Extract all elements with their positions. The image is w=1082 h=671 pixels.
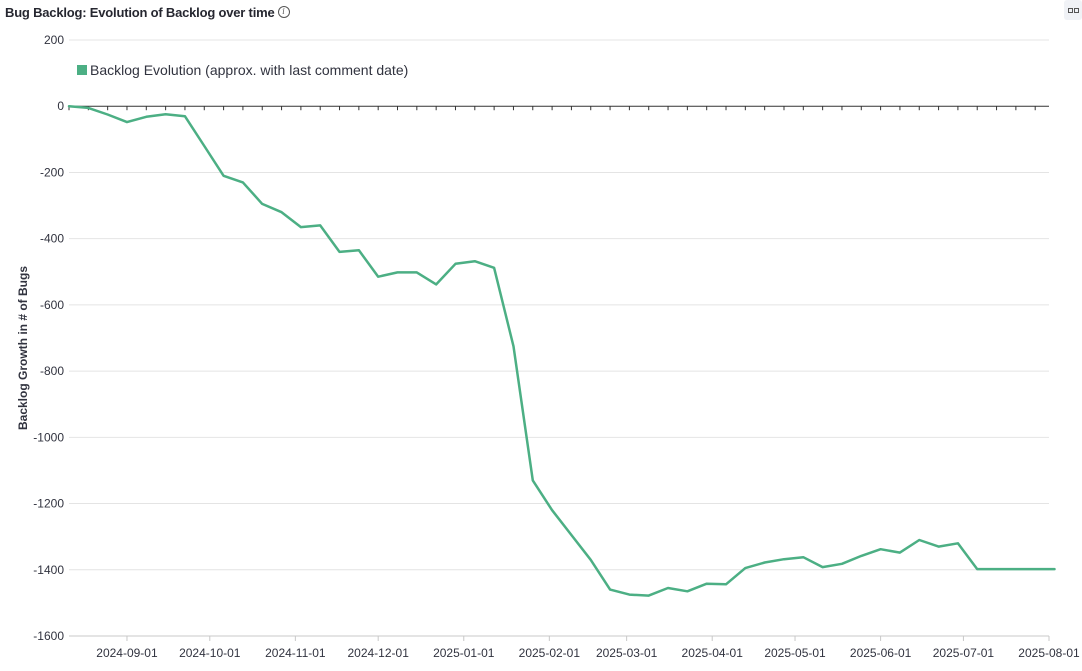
x-tick-label: 2025-03-01: [596, 646, 658, 660]
y-tick-label: -1000: [33, 430, 64, 444]
legend-swatch: [77, 65, 87, 75]
x-tick-label: 2025-02-01: [519, 646, 581, 660]
y-tick-label: -1400: [33, 563, 64, 577]
x-tick-label: 2025-08-01: [1018, 646, 1080, 660]
x-tick-label: 2024-09-01: [96, 646, 158, 660]
y-tick-label: 0: [57, 99, 64, 113]
x-tick-label: 2024-11-01: [265, 646, 326, 660]
x-tick-label: 2024-10-01: [179, 646, 241, 660]
x-tick-label: 2025-07-01: [933, 646, 995, 660]
more-options-icon[interactable]: [1064, 0, 1082, 20]
x-tick-label: 2025-01-01: [433, 646, 495, 660]
x-tick-label: 2025-06-01: [850, 646, 912, 660]
y-tick-label: -600: [40, 298, 64, 312]
legend-label: Backlog Evolution (approx. with last com…: [90, 62, 409, 78]
y-tick-label: -800: [40, 364, 64, 378]
y-tick-label: 200: [44, 33, 64, 47]
y-tick-label: -1200: [33, 497, 64, 511]
y-tick-label: -200: [40, 165, 64, 179]
y-tick-label: -1600: [33, 629, 64, 643]
x-tick-label: 2025-05-01: [764, 646, 826, 660]
legend[interactable]: Backlog Evolution (approx. with last com…: [77, 62, 408, 78]
x-tick-label: 2025-04-01: [682, 646, 744, 660]
x-tick-label: 2024-12-01: [347, 646, 409, 660]
chart-title: Bug Backlog: Evolution of Backlog over t…: [5, 4, 275, 20]
y-axis-title: Backlog Growth in # of Bugs: [16, 265, 30, 431]
series-line: [67, 104, 1056, 597]
info-circle-icon[interactable]: i: [277, 6, 290, 18]
y-tick-label: -400: [40, 232, 64, 246]
chart-header: Bug Backlog: Evolution of Backlog over t…: [5, 3, 290, 21]
